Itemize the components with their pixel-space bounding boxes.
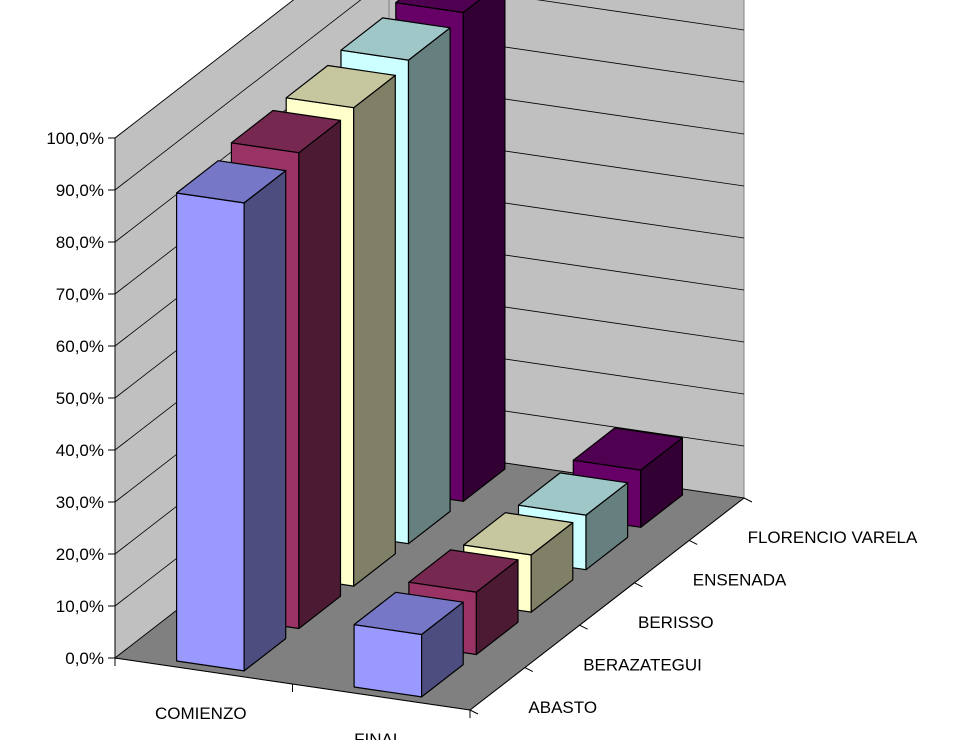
bar-side bbox=[298, 119, 342, 630]
z-tick bbox=[743, 497, 753, 503]
y-tick-label: 40,0% bbox=[56, 441, 104, 460]
bar-top bbox=[353, 591, 464, 636]
bar-top bbox=[463, 512, 574, 556]
bar-top bbox=[176, 160, 287, 204]
z-tick bbox=[634, 582, 643, 588]
y-tick-label: 80,0% bbox=[56, 233, 104, 252]
category-label: COMIENZO bbox=[155, 704, 247, 723]
bar-top bbox=[517, 472, 629, 516]
z-tick bbox=[524, 667, 534, 673]
y-tick-label: 10,0% bbox=[56, 597, 104, 616]
y-tick-label: 20,0% bbox=[56, 545, 104, 564]
bar-top bbox=[572, 427, 684, 471]
axes bbox=[108, 137, 753, 718]
bar-front bbox=[176, 192, 245, 672]
series-label: ABASTO bbox=[528, 698, 597, 717]
z-tick bbox=[688, 539, 698, 545]
y-tick-label: 90,0% bbox=[56, 181, 104, 200]
bar-side bbox=[407, 27, 451, 545]
series-label: BERISSO bbox=[638, 613, 714, 632]
y-tick-label: 70,0% bbox=[56, 285, 104, 304]
z-tick bbox=[469, 709, 479, 715]
bar-side bbox=[243, 170, 287, 672]
bar bbox=[176, 160, 287, 672]
bar-front bbox=[353, 623, 423, 698]
bar-top bbox=[230, 109, 342, 154]
z-axis bbox=[469, 497, 745, 711]
category-label: FINAL bbox=[354, 730, 402, 740]
y-tick-label: 100,0% bbox=[46, 129, 104, 148]
bar-top bbox=[285, 64, 396, 109]
series-label: ENSENADA bbox=[693, 571, 787, 590]
y-tick-label: 30,0% bbox=[56, 493, 104, 512]
bar-side bbox=[462, 0, 506, 502]
gridline bbox=[114, 0, 745, 191]
gridline bbox=[114, 0, 295, 139]
y-tick-label: 50,0% bbox=[56, 389, 104, 408]
series-label: FLORENCIO VARELA bbox=[748, 528, 918, 547]
bar-top bbox=[340, 17, 451, 61]
bars bbox=[176, 0, 684, 698]
z-tick bbox=[579, 624, 588, 630]
y-tick-label: 60,0% bbox=[56, 337, 104, 356]
bar bbox=[353, 591, 464, 698]
y-tick-label: 0,0% bbox=[65, 649, 104, 668]
bar-top bbox=[408, 549, 519, 593]
bar-top bbox=[395, 0, 481, 14]
labels: 0,0% 10,0% 20,0% 30,0% 40,0% 50,0% 60,0% 70,0% 8… bbox=[46, 129, 918, 740]
series-label: BERAZATEGUI bbox=[583, 655, 702, 674]
bar-side bbox=[353, 74, 396, 587]
